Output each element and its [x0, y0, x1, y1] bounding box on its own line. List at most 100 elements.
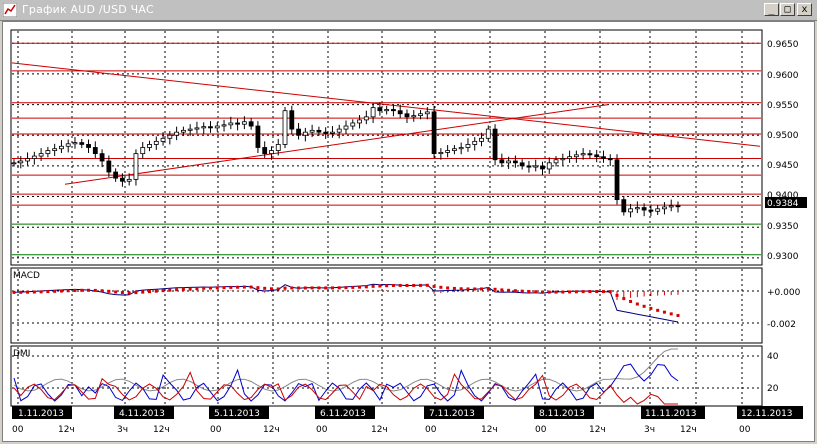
hour-label: 12ч [589, 425, 606, 435]
current-price-label: 0.9384 [767, 199, 799, 209]
macd-signal-dot [459, 287, 463, 291]
close-button[interactable]: x [797, 3, 812, 16]
hour-label: 00 [425, 425, 437, 435]
candle-body [452, 148, 457, 151]
macd-signal-dot [148, 290, 152, 294]
candle-body [120, 177, 125, 182]
macd-signal-dot [669, 312, 673, 316]
macd-signal-dot [310, 286, 314, 290]
macd-signal-dot [635, 302, 639, 306]
macd-title: MACD [13, 271, 40, 281]
candle-body [397, 110, 403, 115]
candle-body [228, 122, 234, 126]
macd-signal-dot [276, 287, 280, 291]
candle-body [512, 160, 518, 164]
macd-signal-dot [398, 283, 402, 287]
macd-panel[interactable] [10, 267, 763, 344]
macd-signal-dot [46, 290, 50, 294]
candle-body [113, 171, 119, 179]
candle-body [79, 142, 85, 145]
macd-signal-dot [236, 285, 240, 289]
price-label: 0.9650 [767, 40, 799, 50]
candle-body [289, 110, 295, 130]
candle-body [526, 165, 532, 168]
macd-signal-dot [26, 290, 30, 294]
candle-body [235, 122, 240, 125]
macd-signal-dot [202, 286, 206, 290]
price-label: 0.9350 [767, 222, 799, 232]
macd-signal-dot [93, 288, 97, 292]
hour-label: 00 [739, 425, 751, 435]
candle-body [492, 128, 498, 161]
dmi-title: DMI [13, 349, 30, 359]
candle-body [553, 159, 559, 164]
macd-signal-dot [242, 285, 246, 289]
plus-di-line [13, 363, 679, 402]
date-label: 1.11.2013 [18, 409, 64, 419]
minus-di-line [13, 371, 678, 405]
candle-body [601, 156, 606, 159]
macd-signal-dot [141, 290, 145, 294]
macd-signal-dot [249, 285, 253, 289]
macd-signal-dot [547, 290, 551, 294]
macd-signal-dot [581, 290, 585, 294]
candle-body [160, 137, 166, 142]
macd-signal-dot [642, 304, 646, 308]
price-label: 0.9550 [767, 101, 799, 111]
macd-signal-dot [480, 287, 484, 291]
candle-body [269, 150, 274, 155]
macd-signal-dot [419, 283, 423, 287]
maximize-button[interactable]: □ [780, 3, 795, 16]
macd-signal-dot [154, 289, 158, 293]
macd-signal-dot [290, 286, 294, 290]
candle-body [634, 207, 640, 210]
candle-body [248, 121, 254, 127]
dmi-lines [13, 348, 679, 405]
macd-signal-dot [317, 286, 321, 290]
macd-signal-dot [473, 287, 477, 291]
candle-body [655, 208, 661, 212]
candle-body [499, 159, 505, 164]
macd-signal-dot [32, 290, 36, 294]
candle-body [241, 121, 247, 125]
macd-signal-dot [554, 290, 558, 294]
candle-body [438, 152, 444, 155]
macd-signal-dot [256, 286, 260, 290]
macd-signal-dot [534, 290, 538, 294]
macd-signal-dot [19, 290, 23, 294]
candle-body [621, 199, 627, 213]
macd-signal-dot [371, 284, 375, 288]
candle-body [275, 144, 281, 151]
candle-body [25, 158, 30, 162]
macd-signal-dot [337, 286, 341, 290]
trendlines [11, 62, 761, 185]
candle-body [573, 154, 579, 158]
macd-signal-dot [595, 290, 599, 294]
macd-signal-dot [432, 284, 436, 288]
macd-signal-dot [412, 283, 416, 287]
date-box [12, 406, 72, 419]
window-title: График AUD /USD ЧАС [22, 3, 154, 16]
price-panel[interactable] [10, 29, 763, 266]
candle-body [628, 208, 633, 213]
macd-signal-dot [385, 284, 389, 288]
macd-signal-dot [297, 286, 301, 290]
candle-body [540, 165, 545, 170]
window-title-bar[interactable]: График AUD /USD ЧАС _ □ x [0, 0, 817, 21]
macd-signal-dot [378, 284, 382, 288]
candle-body [65, 143, 71, 147]
minimize-button[interactable]: _ [764, 3, 779, 16]
candle-body [255, 125, 261, 148]
date-box [114, 406, 174, 419]
candle-body [296, 128, 301, 136]
macd-signal-dot [364, 285, 368, 289]
macd-signal-dot [100, 289, 104, 293]
date-label: 12.11.2013 [741, 409, 793, 419]
candle-body [11, 162, 17, 165]
candle-body [126, 178, 132, 182]
macd-signal-dot [127, 291, 131, 295]
macd-signal-dot [263, 286, 267, 290]
macd-label: -0.002 [767, 320, 796, 330]
macd-signal-dot [344, 286, 348, 290]
